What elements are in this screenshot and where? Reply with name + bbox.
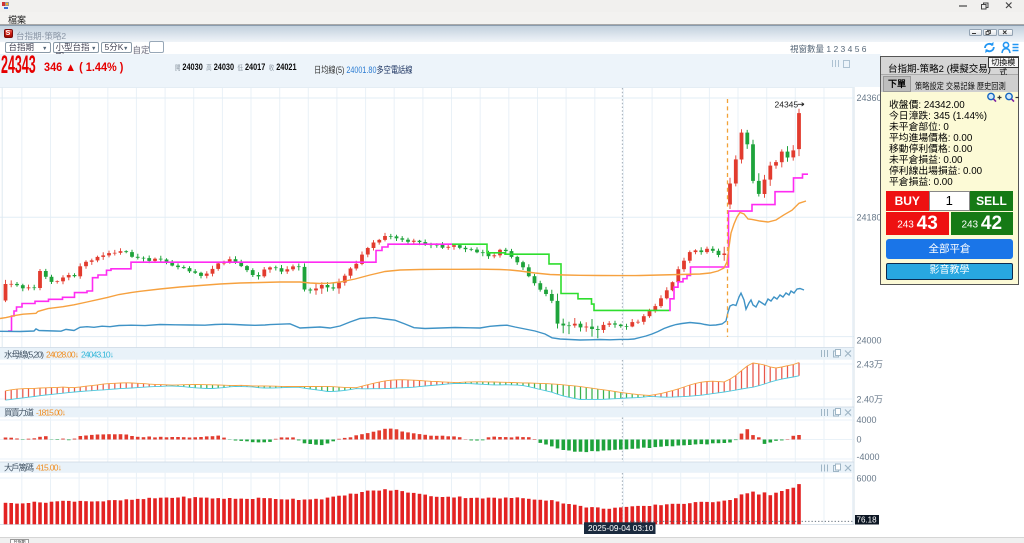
svg-text:415.00↓: 415.00↓ <box>36 463 62 473</box>
svg-text:24345: 24345 <box>775 99 799 109</box>
svg-text:24000: 24000 <box>857 336 882 346</box>
svg-text:24360: 24360 <box>857 93 882 103</box>
svg-text:大戶篱碼: 大戶篱碼 <box>4 463 34 473</box>
svg-text:24028.00↓: 24028.00↓ <box>46 350 79 360</box>
svg-text:水母線(5,20): 水母線(5,20) <box>4 350 44 360</box>
svg-text:4000: 4000 <box>857 415 877 425</box>
svg-text:-1815.00↓: -1815.00↓ <box>36 408 66 418</box>
svg-text:6000: 6000 <box>857 474 877 484</box>
svg-text:24043.10↓: 24043.10↓ <box>81 350 114 360</box>
svg-text:買賣力道: 買賣力道 <box>4 408 34 418</box>
svg-text:2025-09-04 03:10: 2025-09-04 03:10 <box>588 523 654 533</box>
svg-text:76.18: 76.18 <box>857 516 878 525</box>
svg-text:24180: 24180 <box>857 213 882 223</box>
svg-text:2.40万: 2.40万 <box>857 395 884 405</box>
svg-text:0: 0 <box>857 435 862 445</box>
svg-text:-4000: -4000 <box>857 452 880 462</box>
svg-text:2.43万: 2.43万 <box>857 360 884 370</box>
